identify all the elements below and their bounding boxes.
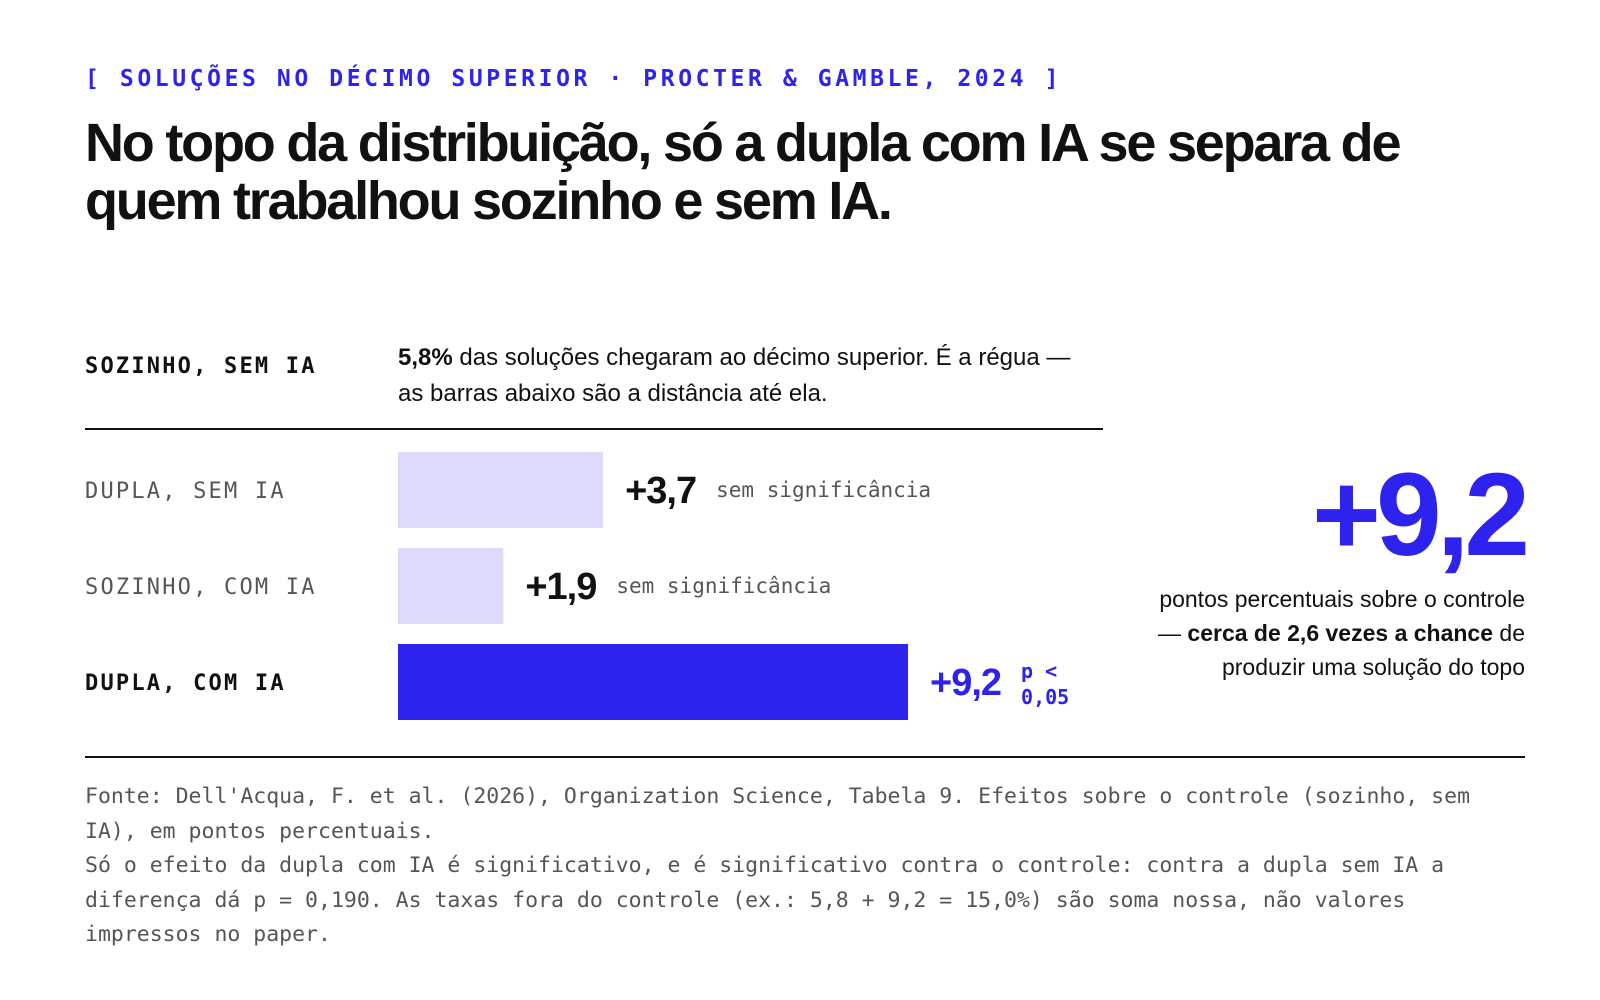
bar [398, 644, 908, 720]
bar [398, 548, 504, 624]
chart-headline: No topo da distribuição, só a dupla com … [85, 113, 1402, 231]
baseline-description: das soluções chegaram ao décimo superior… [398, 344, 1071, 407]
baseline-label: SOZINHO, SEM IA [85, 354, 317, 379]
bar-value-label: +1,9 [525, 566, 596, 608]
significance-note: sem significância [716, 478, 931, 502]
bar-value-label: +9,2 [930, 662, 1001, 704]
footnote-note: Só o efeito da dupla com IA é significat… [85, 853, 1445, 947]
footnote-source: Fonte: Dell'Acqua, F. et al. (2026), Org… [85, 784, 1471, 844]
significance-note: sem significância [616, 574, 831, 598]
footer-rule [85, 756, 1525, 758]
category-label: SOZINHO, COM IA [85, 575, 317, 600]
hero-caption-end: de produzir uma solução do topo [1221, 620, 1525, 680]
baseline-rule [85, 428, 1103, 430]
hero-caption-emphasis: cerca de 2,6 vezes a chance [1187, 620, 1494, 646]
hero-caption: pontos percentuais sobre o controle — ce… [1155, 582, 1525, 684]
category-label: DUPLA, SEM IA [85, 479, 286, 504]
baseline-description-block: 5,8% das soluções chegaram ao décimo sup… [398, 340, 1088, 412]
significance-note: p < [1021, 659, 1057, 683]
hero-caption-start: pontos percentuais sobre o controle — [1158, 586, 1525, 646]
category-label: DUPLA, COM IA [85, 671, 286, 696]
hero-number: +9,2 [1312, 449, 1530, 581]
footnote: Fonte: Dell'Acqua, F. et al. (2026), Org… [85, 780, 1525, 953]
bar-value-label: +3,7 [625, 470, 696, 512]
chart-eyebrow: [ SOLUÇÕES NO DÉCIMO SUPERIOR · PROCTER … [85, 66, 1063, 92]
significance-note: 0,05 [1021, 685, 1069, 709]
baseline-value: 5,8% [398, 344, 453, 371]
bar [398, 452, 604, 528]
